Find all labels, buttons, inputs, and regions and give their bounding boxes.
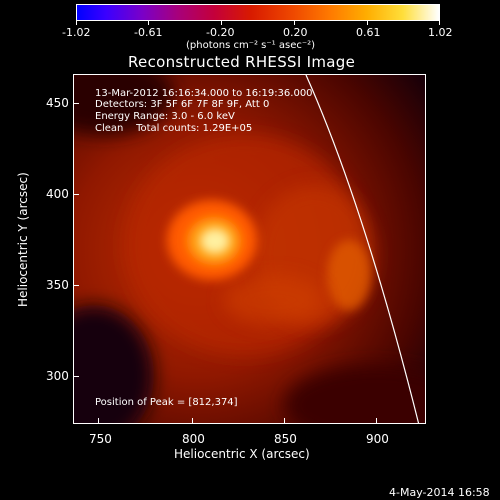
image-title: Reconstructed RHESSI Image xyxy=(128,53,356,71)
colorbar-tick-label: -1.02 xyxy=(62,26,91,39)
y-axis-tick-label: 450 xyxy=(46,96,69,110)
x-axis-tick-label: 800 xyxy=(182,432,205,446)
colorbar-tick-label: -0.20 xyxy=(206,26,235,39)
detectors-annotation: Detectors: 3F 5F 6F 7F 8F 9F, Att 0 xyxy=(95,99,270,110)
y-axis-label: Heliocentric Y (arcsec) xyxy=(16,172,30,307)
rhessi-image-canvas xyxy=(74,75,425,423)
x-axis-tick xyxy=(98,418,99,424)
plot-date-stamp: 4-May-2014 16:58 xyxy=(389,486,490,499)
y-axis-tick-label: 300 xyxy=(46,369,69,383)
colorbar-tick-label: 0.61 xyxy=(356,26,381,39)
y-axis-tick xyxy=(73,376,79,377)
x-axis-tick-label: 750 xyxy=(89,432,112,446)
colorbar-unit-label: (photons cm⁻² s⁻¹ asec⁻²) xyxy=(186,40,316,51)
y-axis-tick-label: 400 xyxy=(46,187,69,201)
y-axis-tick xyxy=(73,103,79,104)
colorbar-tick xyxy=(439,21,440,25)
colorbar-tick-label: 0.20 xyxy=(283,26,308,39)
x-axis-tick xyxy=(376,418,377,424)
clean-annotation: Clean Total counts: 1.29E+05 xyxy=(95,123,253,134)
x-axis-tick-label: 900 xyxy=(366,432,389,446)
x-axis-tick xyxy=(284,418,285,424)
colorbar xyxy=(76,4,440,21)
energy-range-annotation: Energy Range: 3.0 - 6.0 keV xyxy=(95,111,235,122)
rhessi-image xyxy=(73,74,426,424)
colorbar-tick xyxy=(367,21,368,25)
peak-position-annotation: Position of Peak = [812,374] xyxy=(95,397,238,408)
colorbar-tick xyxy=(294,21,295,25)
time-range-annotation: 13-Mar-2012 16:16:34.000 to 16:19:36.000 xyxy=(95,88,313,99)
x-axis-label: Heliocentric X (arcsec) xyxy=(174,447,310,461)
y-axis-tick xyxy=(73,194,79,195)
colorbar-tick-label: -0.61 xyxy=(134,26,163,39)
colorbar-tick xyxy=(148,21,149,25)
colorbar-tick xyxy=(76,21,77,25)
y-axis-tick-label: 350 xyxy=(46,278,69,292)
x-axis-tick-label: 850 xyxy=(274,432,297,446)
colorbar-tick-label: 1.02 xyxy=(428,26,453,39)
x-axis-tick xyxy=(192,418,193,424)
colorbar-tick xyxy=(221,21,222,25)
y-axis-tick xyxy=(73,285,79,286)
